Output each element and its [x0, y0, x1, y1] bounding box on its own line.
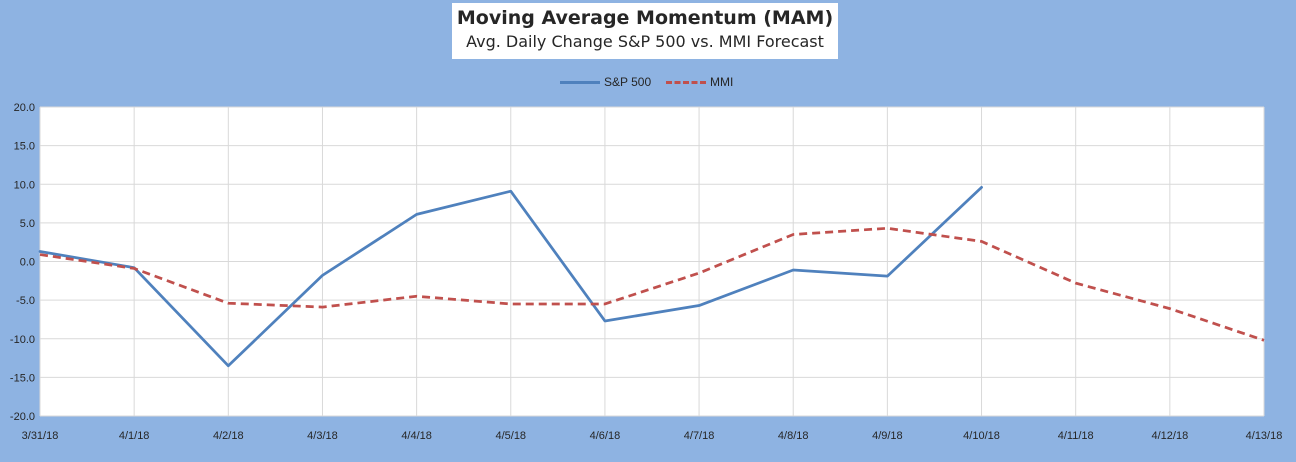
- y-tick-label: 5.0: [20, 218, 35, 230]
- series-line-mmi: [39, 226, 1265, 342]
- x-tick-label: 4/9/18: [872, 430, 903, 442]
- chart-title-box: Moving Average Momentum (MAM) Avg. Daily…: [452, 3, 838, 59]
- grid-lines: [39, 106, 1265, 417]
- x-tick-label: 4/7/18: [684, 430, 715, 442]
- x-tick-label: 4/13/18: [1246, 430, 1283, 442]
- legend-item-mmi: MMI: [666, 74, 733, 90]
- x-tick-label: 4/12/18: [1151, 430, 1188, 442]
- x-tick-label: 4/1/18: [119, 430, 150, 442]
- legend-swatch-mmi: [666, 80, 706, 84]
- x-axis-tick-labels: 3/31/18 4/1/18 4/2/18 4/3/18 4/4/18 4/5/18 4/6…: [22, 430, 1283, 442]
- chart-title: Moving Average Momentum (MAM): [456, 7, 834, 29]
- x-tick-label: 4/2/18: [213, 430, 244, 442]
- x-tick-label: 4/6/18: [590, 430, 621, 442]
- y-tick-label: -20.0: [10, 411, 35, 423]
- legend: S&P 500 MMI: [0, 74, 1296, 90]
- y-axis-tick-labels: 20.0 15.0 10.0 5.0 0.0 -5.0 -10.0 -15.0 -20.0: [10, 102, 35, 423]
- x-tick-label: 4/3/18: [307, 430, 338, 442]
- series-line-sp500: [38, 185, 983, 368]
- x-tick-label: 4/4/18: [401, 430, 432, 442]
- y-tick-label: -10.0: [10, 334, 35, 346]
- y-tick-label: -15.0: [10, 372, 35, 384]
- legend-label-mmi: MMI: [710, 75, 734, 89]
- chart-subtitle: Avg. Daily Change S&P 500 vs. MMI Foreca…: [466, 32, 824, 51]
- y-tick-label: -5.0: [16, 295, 35, 307]
- series-lines: [38, 185, 1265, 368]
- y-tick-label: 0.0: [20, 257, 35, 269]
- x-tick-label: 4/11/18: [1058, 430, 1094, 442]
- x-tick-label: 4/5/18: [495, 430, 526, 442]
- x-tick-label: 4/10/18: [963, 430, 1000, 442]
- legend-swatch-sp500: [560, 80, 600, 84]
- y-tick-label: 20.0: [14, 102, 35, 114]
- legend-item-sp500: S&P 500: [560, 74, 651, 90]
- x-tick-label: 4/8/18: [778, 430, 809, 442]
- x-tick-label: 3/31/18: [22, 430, 59, 442]
- y-tick-label: 15.0: [14, 141, 35, 153]
- y-tick-label: 10.0: [14, 179, 35, 191]
- legend-label-sp500: S&P 500: [604, 75, 652, 89]
